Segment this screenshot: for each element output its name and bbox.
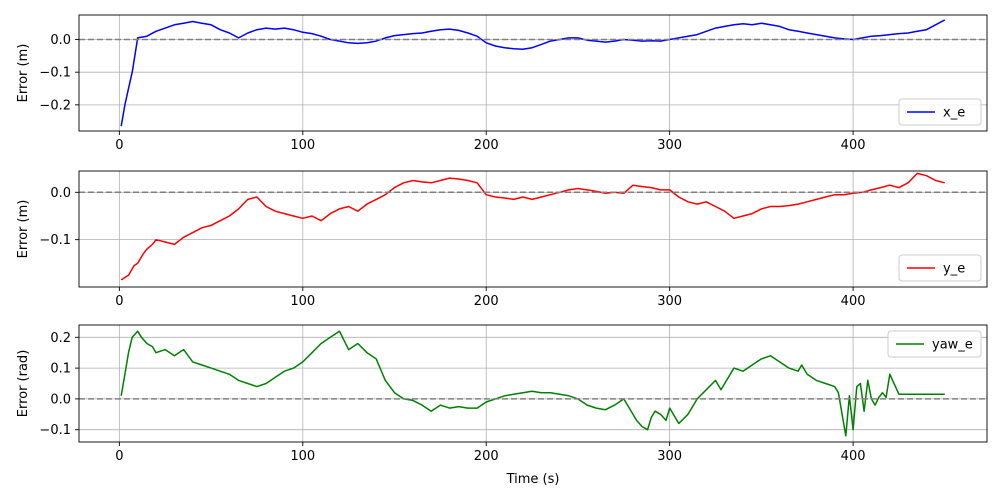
legend-box bbox=[887, 330, 982, 358]
legend-box bbox=[898, 98, 982, 126]
y-tick-label: −0.2 bbox=[39, 98, 71, 113]
subplot-3: 0 100 200 300 400 0.2 0.1 0.0 −0.1 Error (rad) Tim… bbox=[16, 324, 988, 487]
legend: yaw_e bbox=[887, 330, 982, 358]
subplot-2: 0 100 200 300 400 0.0 −0.1 Error (m) y_e bbox=[16, 170, 988, 309]
y-tick-label: 0.0 bbox=[50, 392, 71, 407]
x-tick-label: 100 bbox=[290, 294, 315, 309]
x-tick-label: 400 bbox=[841, 138, 866, 153]
y-tick-label: 0.0 bbox=[50, 33, 71, 48]
x-tick-label: 0 bbox=[115, 294, 123, 309]
x-axis-label: Time (s) bbox=[506, 472, 560, 487]
series-line-x_e bbox=[120, 19, 946, 127]
y-axis-label: Error (m) bbox=[16, 200, 31, 259]
axes-frame bbox=[78, 170, 988, 288]
y-axis-label: Error (m) bbox=[16, 44, 31, 103]
x-tick-label: 0 bbox=[115, 449, 123, 464]
legend-label: y_e bbox=[943, 262, 965, 277]
subplots: 0 100 200 300 400 0.0 −0.1 −0.2 Error (m) x_e 0 100… bbox=[16, 14, 988, 487]
y-tick-label: 0.2 bbox=[50, 331, 71, 346]
x-tick-label: 200 bbox=[474, 138, 499, 153]
legend: x_e bbox=[898, 98, 982, 126]
x-tick-label: 0 bbox=[115, 138, 123, 153]
y-tick-label: 0.1 bbox=[50, 362, 71, 377]
y-tick-label: −0.1 bbox=[39, 233, 71, 248]
x-tick-label: 200 bbox=[474, 294, 499, 309]
y-tick-label: −0.1 bbox=[39, 423, 71, 438]
y-tick-label: −0.1 bbox=[39, 66, 71, 81]
legend: y_e bbox=[898, 254, 982, 282]
series-line-y_e bbox=[120, 172, 945, 281]
subplot-1: 0 100 200 300 400 0.0 −0.1 −0.2 Error (m) x_e bbox=[16, 14, 988, 153]
legend-box bbox=[898, 254, 982, 282]
axes-frame bbox=[78, 324, 988, 443]
legend-label: yaw_e bbox=[932, 338, 973, 353]
legend-label: x_e bbox=[943, 106, 965, 121]
x-tick-label: 100 bbox=[290, 449, 315, 464]
x-tick-label: 400 bbox=[841, 294, 866, 309]
y-axis-label: Error (rad) bbox=[16, 350, 31, 418]
x-tick-label: 400 bbox=[841, 449, 866, 464]
x-tick-label: 300 bbox=[657, 294, 682, 309]
series-line-yaw_e bbox=[120, 330, 945, 437]
y-tick-label: 0.0 bbox=[50, 186, 71, 201]
x-tick-label: 300 bbox=[657, 138, 682, 153]
x-tick-label: 200 bbox=[474, 449, 499, 464]
x-tick-label: 300 bbox=[657, 449, 682, 464]
x-tick-label: 100 bbox=[290, 138, 315, 153]
axes-frame bbox=[78, 14, 988, 132]
